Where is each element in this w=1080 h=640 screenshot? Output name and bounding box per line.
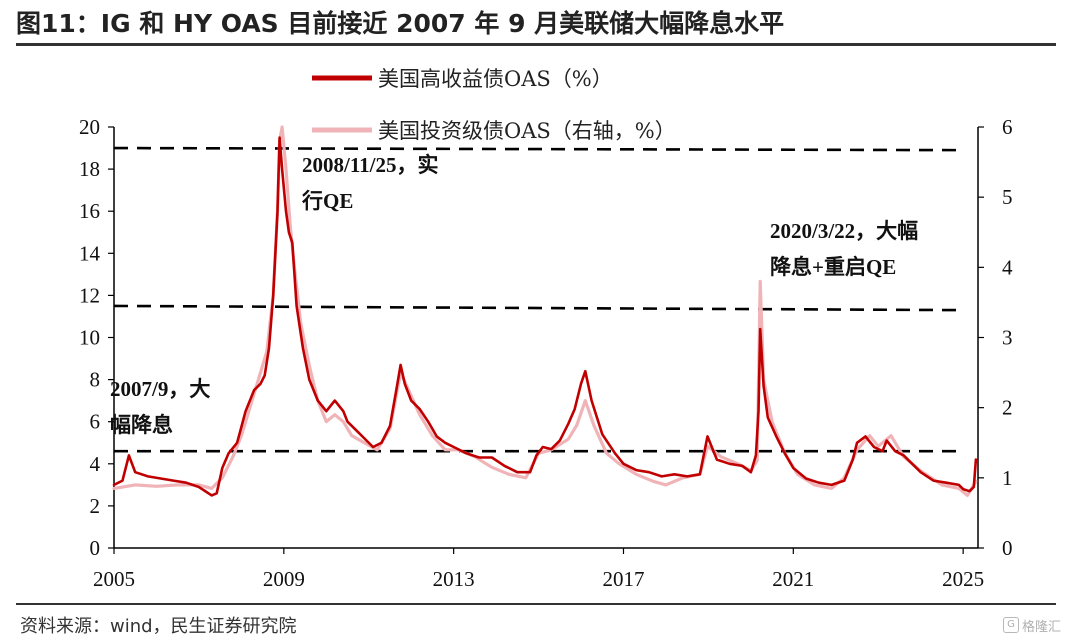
y-right-tick-label: 1 (1002, 466, 1013, 490)
x-tick-label: 2025 (942, 567, 984, 591)
series-layer (112, 125, 978, 497)
y-left-tick-label: 2 (90, 494, 101, 518)
x-tick-label: 2017 (602, 567, 644, 591)
y-right-tick-label: 4 (1002, 255, 1013, 279)
legend-label-ig: 美国投资级债OAS（右轴，%） (378, 119, 676, 143)
y-left-tick-label: 16 (79, 199, 100, 223)
series-line-ig-oas (112, 125, 978, 497)
x-tick-label: 2013 (433, 567, 475, 591)
y-left-tick-label: 12 (79, 283, 100, 307)
annotation-qe-2020-line1: 2020/3/22，大幅 (770, 219, 918, 243)
y-left-tick-label: 14 (79, 241, 101, 265)
x-tick-label: 2009 (263, 567, 305, 591)
x-tick-label: 2021 (772, 567, 814, 591)
y-right-tick-label: 2 (1002, 396, 1013, 420)
y-right-tick-label: 0 (1002, 536, 1013, 560)
figure-title: 图11：IG 和 HY OAS 目前接近 2007 年 9 月美联储大幅降息水平 (16, 9, 785, 38)
source-note: 资料来源：wind，民生证券研究院 (20, 616, 297, 637)
series-line-hy-oas (112, 136, 978, 497)
annotation-qe-2008-line2: 行QE (301, 189, 353, 213)
legend-label-hy: 美国高收益债OAS（%） (378, 67, 613, 91)
y-left-tick-label: 20 (79, 115, 100, 139)
reference-dashed-line (113, 304, 964, 312)
annotations: 2008/11/25，实 行QE 2020/3/22，大幅 降息+重启QE 20… (110, 153, 918, 437)
reference-dashed-line (113, 146, 964, 152)
y-left-tick-label: 8 (90, 368, 101, 392)
annotation-cut-2007-line2: 幅降息 (110, 413, 173, 437)
annotation-qe-2020-line2: 降息+重启QE (770, 255, 896, 279)
y-right-tick-label: 5 (1002, 185, 1013, 209)
watermark-logo-icon: G (1003, 617, 1019, 633)
y-right-tick-label: 3 (1002, 326, 1013, 350)
y-left-tick-label: 4 (90, 452, 101, 476)
watermark-text: 格隆汇 (1022, 619, 1062, 635)
annotation-qe-2008-line1: 2008/11/25，实 (302, 153, 439, 177)
y-left-tick-label: 0 (90, 536, 101, 560)
watermark: G 格隆汇 (1003, 614, 1075, 636)
x-tick-label: 2005 (93, 567, 135, 591)
title-divider (16, 43, 1056, 46)
footer-divider (16, 603, 1056, 605)
y-left-tick-label: 18 (79, 157, 100, 181)
y-right-tick-label: 6 (1002, 115, 1013, 139)
annotation-cut-2007-line1: 2007/9，大 (110, 377, 210, 401)
legend: 美国高收益债OAS（%） 美国投资级债OAS（右轴，%） (312, 67, 676, 143)
y-left-tick-label: 6 (90, 410, 101, 434)
reference-lines (113, 146, 964, 453)
y-left-tick-label: 10 (79, 326, 100, 350)
